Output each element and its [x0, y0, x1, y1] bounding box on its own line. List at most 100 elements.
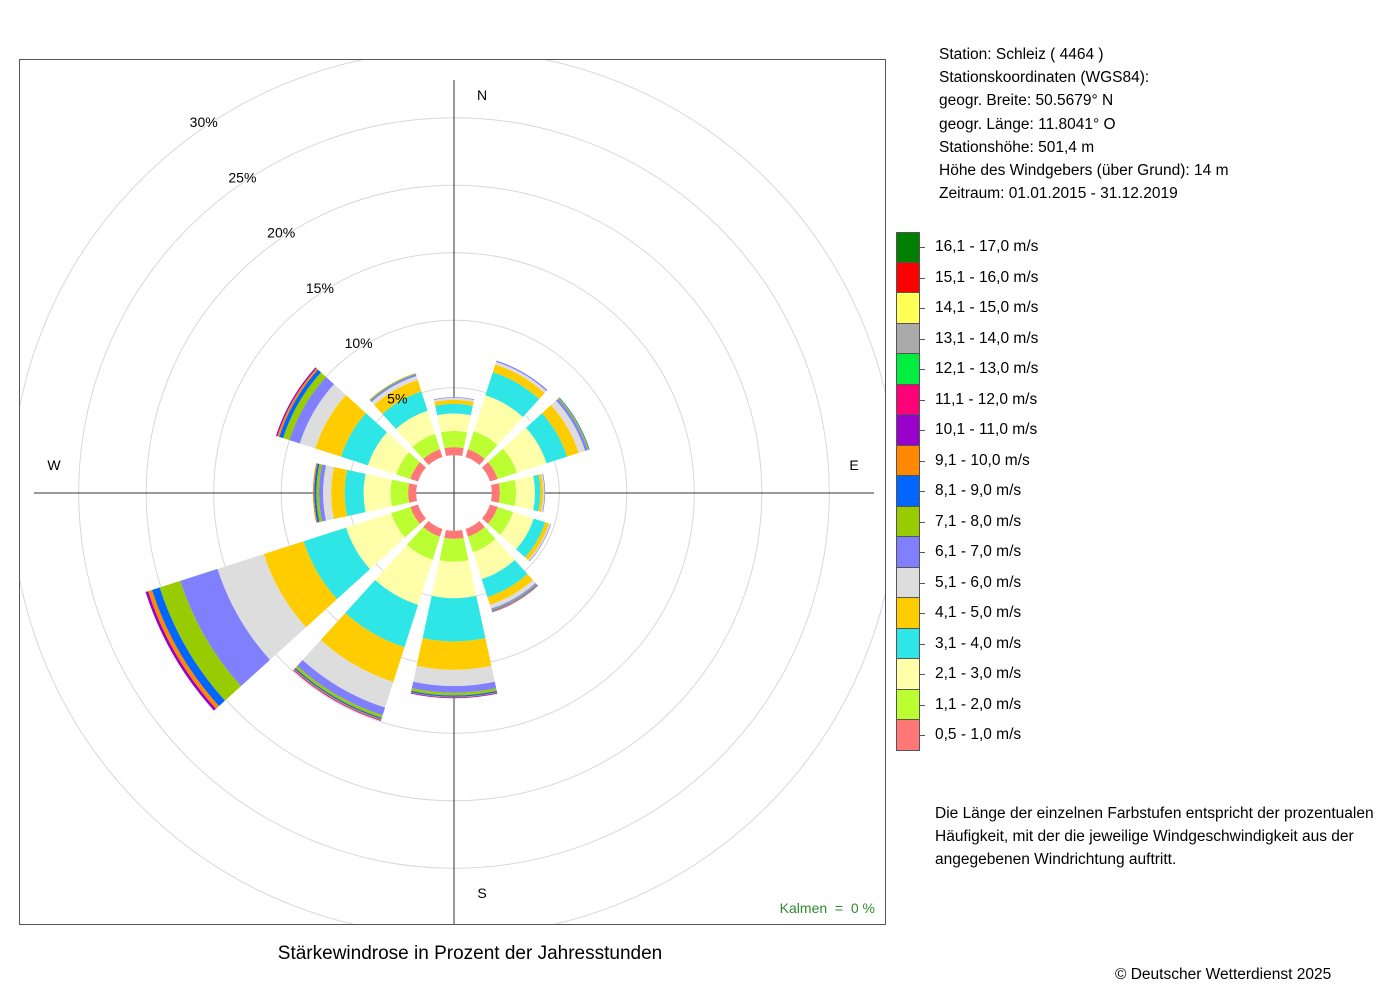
radial-label-20: 20%	[267, 225, 295, 241]
sector-0-class-4	[434, 399, 474, 406]
legend-tick-0	[920, 247, 925, 249]
sector-60-class-3	[526, 413, 568, 464]
sector-240-class-9	[148, 589, 219, 709]
legend-label-1: 15,1 - 16,0 m/s	[935, 268, 1039, 286]
sector-240-class-2	[346, 513, 405, 570]
sector-330-class-3	[382, 391, 428, 429]
legend-label-3: 13,1 - 14,0 m/s	[935, 329, 1039, 347]
legend-swatch-16	[896, 720, 920, 751]
sector-210-class-2	[375, 545, 433, 605]
sector-60-class-5	[551, 400, 586, 453]
sector-90-class-6	[542, 473, 546, 513]
sector-240-class-1	[391, 507, 420, 538]
sector-210-class-6	[297, 660, 386, 716]
sector-90-class-0	[490, 483, 500, 503]
sector-120-class-2	[500, 511, 534, 550]
legend-tick-10	[920, 552, 925, 554]
sector-270-class-4	[331, 467, 348, 519]
sector-150-class-1	[468, 527, 496, 553]
sectors	[145, 360, 590, 722]
wind-rose-plot: N S W E 5% 10% 15% 20% 25% 30% Kalmen = 0 %	[19, 59, 886, 925]
legend-swatch-9	[896, 506, 920, 537]
sector-330-class-2	[395, 410, 436, 447]
sector-300-class-1	[396, 452, 420, 479]
legend-label-8: 8,1 - 9,0 m/s	[935, 482, 1022, 499]
sector-60-class-2	[503, 427, 547, 473]
copyright: © Deutscher Wetterdienst 2025	[1115, 966, 1332, 983]
sector-210-class-7	[295, 666, 383, 718]
radial-label-10: 10%	[345, 335, 373, 351]
legend-label-0: 16,1 - 17,0 m/s	[935, 238, 1039, 255]
legend-tick-9	[920, 521, 925, 523]
rose-labels: N S W E 5% 10% 15% 20% 25% 30%	[47, 87, 858, 901]
legend-label-14: 2,1 - 3,0 m/s	[935, 665, 1022, 682]
legend-swatch-4	[896, 354, 920, 385]
legend-tick-11	[920, 582, 925, 584]
compass-label-s: S	[477, 885, 486, 901]
sector-30-class-3	[485, 372, 540, 417]
sector-0-class-1	[440, 430, 468, 449]
sector-90-class-5	[541, 473, 545, 513]
sector-300-class-6	[289, 376, 334, 444]
sector-300-class-5	[299, 384, 346, 449]
legend-tick-6	[920, 430, 925, 432]
legend-label-7: 9,1 - 10,0 m/s	[935, 451, 1030, 469]
sector-180-class-0	[444, 529, 464, 539]
legend-swatch-11	[896, 567, 920, 598]
legend-swatch-7	[896, 445, 920, 476]
sector-330-class-1	[412, 433, 440, 459]
sector-210-class-1	[406, 527, 440, 560]
sector-30-class-2	[473, 395, 523, 445]
sector-330-class-5	[371, 376, 418, 405]
calm-label: Kalmen = 0 %	[779, 900, 875, 916]
sector-30-class-1	[468, 431, 498, 459]
station-altitude: Stationshöhe: 501,4 m	[939, 139, 1095, 156]
time-period: Zeitraum: 01.01.2015 - 31.12.2019	[939, 185, 1178, 202]
sector-30-class-4	[492, 364, 545, 399]
sector-120-class-0	[482, 504, 498, 524]
sector-180-class-8	[410, 690, 498, 697]
sector-270-class-9	[312, 463, 318, 523]
sector-90-class-4	[538, 474, 544, 512]
sector-180-class-1	[439, 537, 469, 562]
legend-swatch-1	[896, 262, 920, 293]
sector-30-class-6	[496, 360, 548, 391]
sector-30-class-0	[465, 449, 485, 465]
chart-title: Stärkewindrose in Prozent der Jahresstun…	[277, 943, 663, 964]
legend-tick-16	[920, 735, 925, 737]
legend-label-6: 10,1 - 11,0 m/s	[935, 421, 1038, 438]
radial-label-5: 5%	[387, 391, 407, 407]
sector-30-class-5	[495, 361, 547, 393]
legend-swatch-15	[896, 689, 920, 720]
sector-180-class-2	[431, 560, 477, 599]
station-latitude: geogr. Breite: 50.5679° N	[939, 92, 1114, 109]
sector-210-class-3	[345, 580, 419, 648]
legend-tick-7	[920, 460, 925, 462]
sector-210-class-5	[302, 640, 394, 708]
sector-330-class-0	[423, 449, 443, 465]
sensor-height: Höhe des Windgebers (über Grund): 14 m	[939, 162, 1229, 179]
sector-300-class-3	[340, 413, 387, 466]
radial-label-30: 30%	[190, 114, 218, 130]
sector-270-class-6	[319, 464, 327, 522]
station-name: Station: Schleiz ( 4464 )	[939, 46, 1104, 63]
sector-150-class-3	[481, 560, 528, 598]
sector-120-class-3	[516, 518, 546, 558]
sector-0-class-6	[433, 397, 475, 400]
sector-60-class-0	[482, 462, 498, 482]
sector-300-class-0	[410, 462, 426, 482]
sector-330-class-6	[370, 374, 417, 402]
legend-tick-8	[920, 491, 925, 493]
sector-90-class-3	[533, 474, 541, 512]
note-line-2: Häufigkeit, mit der die jeweilige Windge…	[935, 828, 1354, 845]
legend-tick-14	[920, 674, 925, 676]
sector-0-class-0	[444, 447, 464, 457]
legend-label-9: 7,1 - 8,0 m/s	[935, 512, 1022, 530]
sector-180-class-9	[410, 692, 498, 698]
legend-tick-12	[920, 613, 925, 615]
legend-tick-15	[920, 704, 925, 706]
sector-300-class-8	[279, 369, 321, 439]
station-coords-head: Stationskoordinaten (WGS84):	[939, 69, 1150, 86]
sector-150-class-5	[489, 580, 536, 609]
compass-label-w: W	[47, 457, 61, 473]
